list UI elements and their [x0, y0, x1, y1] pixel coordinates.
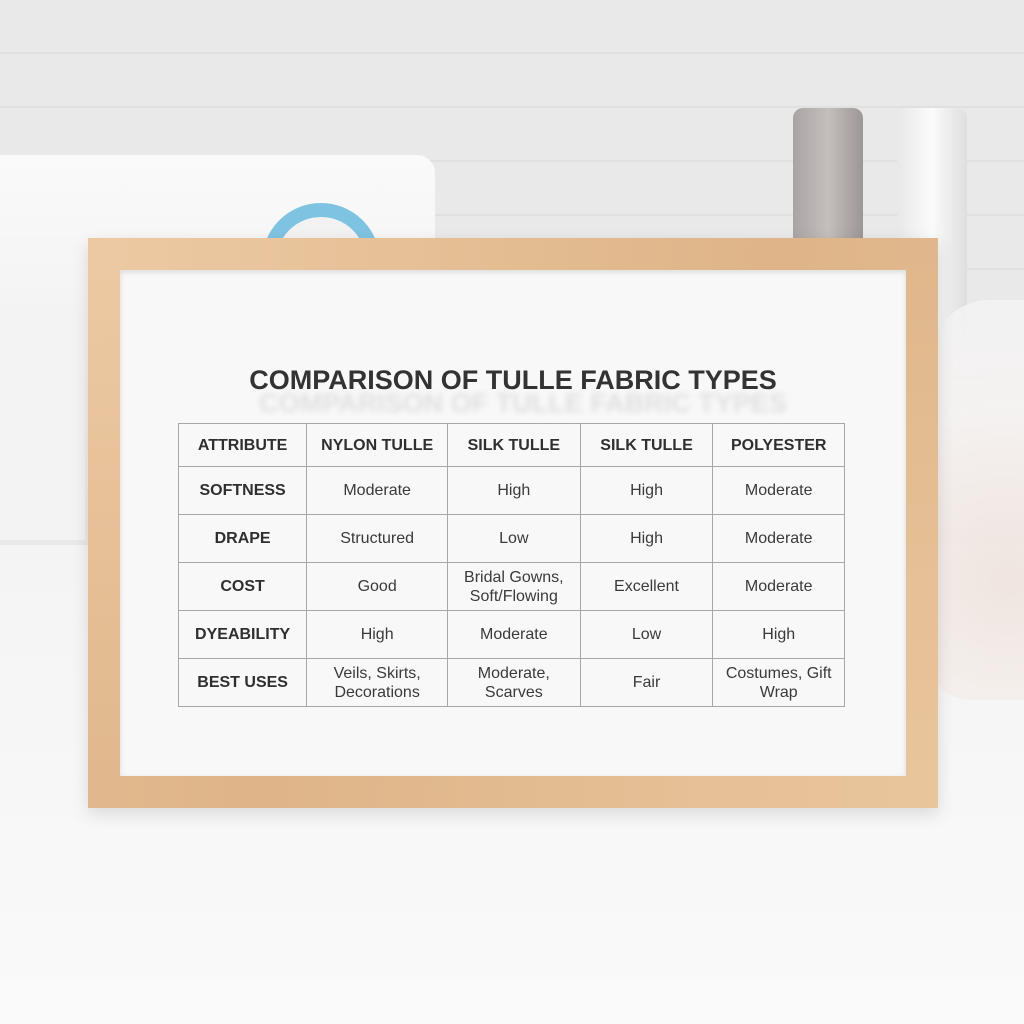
row-header: SOFTNESS	[177, 466, 308, 515]
table-cell: Moderate	[447, 610, 581, 659]
picture-frame: COMPARISON OF TULLE FABRIC TYPES COMPARI…	[88, 238, 938, 808]
table-cell: Low	[579, 610, 714, 659]
chart-title: COMPARISON OF TULLE FABRIC TYPES	[249, 365, 777, 395]
table-cell: Low	[447, 514, 581, 563]
table-cell: Moderate, Scarves	[447, 658, 581, 707]
table-cell: Moderate	[712, 514, 845, 563]
table-cell: Moderate	[712, 562, 845, 611]
table-cell: Bridal Gowns, Soft/Flowing	[447, 562, 581, 611]
table-row: SOFTNESS Moderate High High Moderate	[177, 466, 845, 515]
table-cell: Moderate	[306, 466, 449, 515]
table-cell: High	[306, 610, 449, 659]
column-header: POLYESTER	[712, 423, 845, 467]
table-cell: High	[579, 514, 714, 563]
title-reflection: COMPARISON OF TULLE FABRIC TYPES	[259, 388, 787, 418]
row-header: DYEABILITY	[177, 610, 308, 659]
table-row: DRAPE Structured Low High Moderate	[177, 514, 845, 563]
row-header: DRAPE	[177, 514, 308, 563]
comparison-table: ATTRIBUTE NYLON TULLE SILK TULLE SILK TULLE…	[177, 423, 845, 707]
row-header: BEST USES	[177, 658, 308, 707]
table-row: BEST USES Veils, Skirts, Decorations Moder…	[177, 658, 845, 707]
table-cell: High	[712, 610, 845, 659]
table-header-row: ATTRIBUTE NYLON TULLE SILK TULLE SILK TULLE…	[177, 423, 845, 467]
table-row: COST Good Bridal Gowns, Soft/Flowing Excell…	[177, 562, 845, 611]
table-cell: Veils, Skirts, Decorations	[306, 658, 449, 707]
table-row: DYEABILITY High Moderate Low High	[177, 610, 845, 659]
sewing-machine-arm	[0, 305, 85, 540]
column-header: NYLON TULLE	[306, 423, 449, 467]
column-header: SILK TULLE	[579, 423, 714, 467]
table-cell: Costumes, Gift Wrap	[712, 658, 845, 707]
column-header: ATTRIBUTE	[177, 423, 308, 467]
table-cell: Structured	[306, 514, 449, 563]
row-header: COST	[177, 562, 308, 611]
table-cell: Good	[306, 562, 449, 611]
table-cell: High	[579, 466, 714, 515]
table-cell: High	[447, 466, 581, 515]
tulle-fabric	[930, 300, 1024, 700]
table-cell: Fair	[579, 658, 714, 707]
frame-mat: COMPARISON OF TULLE FABRIC TYPES COMPARI…	[120, 270, 906, 776]
column-header: SILK TULLE	[447, 423, 581, 467]
table-cell: Excellent	[579, 562, 714, 611]
table-cell: Moderate	[712, 466, 845, 515]
